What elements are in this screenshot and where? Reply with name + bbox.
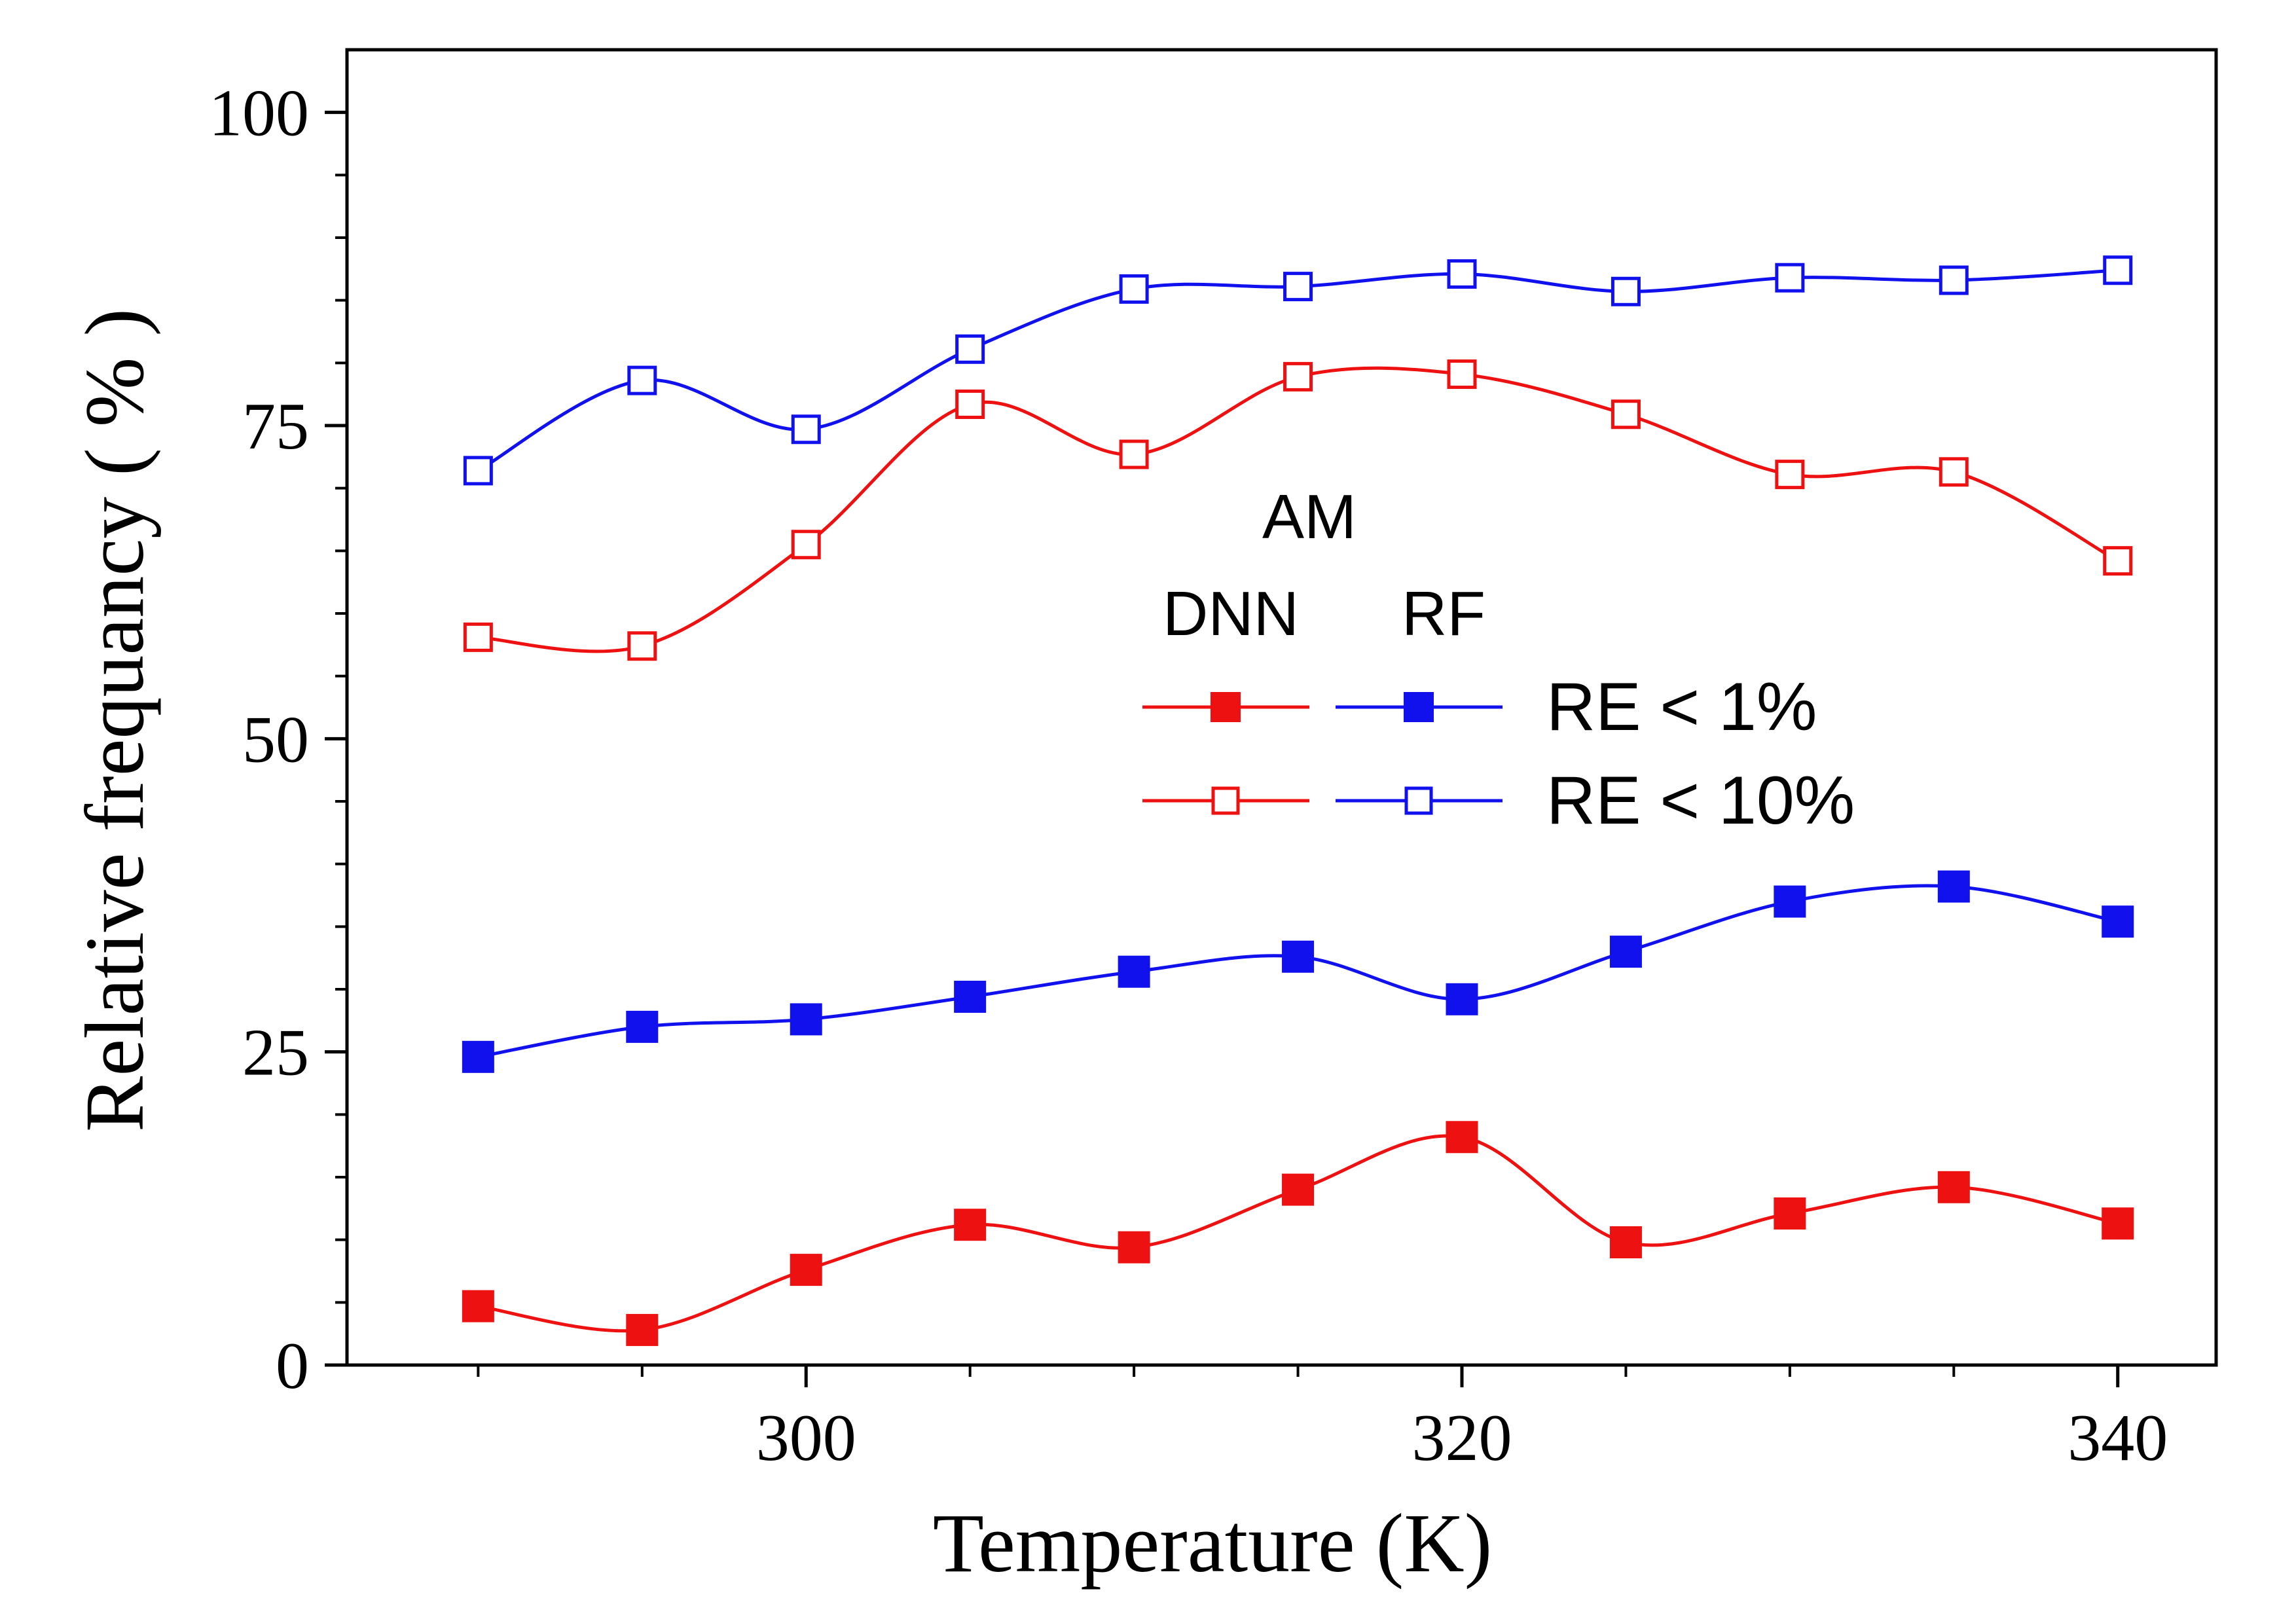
legend: AM DNN RF RE < 1% RE < 10% <box>1142 482 1855 839</box>
series-dnn-re1-point <box>462 1290 494 1322</box>
series-rf-re10-point <box>463 456 493 486</box>
series-rf-re10-point <box>1119 274 1149 304</box>
y-tick-label: 50 <box>242 702 309 776</box>
series-rf-re10-point <box>1283 272 1313 302</box>
x-tick-label: 320 <box>1412 1401 1512 1475</box>
series-dnn-re1-point <box>1774 1197 1806 1230</box>
series-rf-re10-point <box>955 334 985 364</box>
series-rf-re1-point <box>462 1040 494 1073</box>
y-tick-label: 25 <box>242 1016 309 1090</box>
x-axis-title: Temperature (K) <box>933 1497 1493 1590</box>
x-tick-label: 300 <box>756 1401 856 1475</box>
series-dnn-re1-point <box>1937 1171 1970 1203</box>
legend-group-label-rf: RF <box>1402 579 1485 649</box>
legend-marker-rf-re1 <box>1404 692 1434 722</box>
legend-row-label-re10: RE < 10% <box>1546 763 1855 839</box>
series-rf-re1-point <box>1774 885 1806 918</box>
series-dnn-re10-point <box>1283 361 1313 392</box>
series-rf-re10-point <box>2103 255 2133 285</box>
series-dnn-re10-point <box>955 389 985 419</box>
series-rf-re10-point <box>791 414 821 445</box>
series-rf-re1-point <box>2102 905 2134 938</box>
series-dnn-re10-point <box>1775 460 1805 490</box>
y-tick-label: 100 <box>209 77 309 151</box>
series-rf-re10-line <box>476 268 2120 473</box>
legend-header: AM <box>1262 482 1357 552</box>
series-rf-re10-point <box>1447 259 1477 289</box>
series-dnn-re1-point <box>1609 1226 1642 1258</box>
ticks-layer: 300 320 340 0 25 50 75 100 <box>209 77 2168 1475</box>
series-dnn-re1-point <box>1118 1231 1150 1264</box>
y-tick-label: 75 <box>242 390 309 464</box>
series-rf-re1-point <box>1118 955 1150 988</box>
series-rf-re1-point <box>626 1010 659 1043</box>
legend-row-label-re1: RE < 1% <box>1546 669 1817 745</box>
series-rf-re1-point <box>954 980 987 1013</box>
series-dnn-re10-point <box>1447 359 1477 390</box>
series-dnn-re1-point <box>2102 1207 2134 1240</box>
y-tick-label: 0 <box>276 1329 309 1403</box>
series-dnn-re10-point <box>627 631 657 661</box>
series-rf-re1-point <box>790 1003 822 1036</box>
series-layer <box>462 255 2134 1346</box>
x-tick-label: 340 <box>2068 1401 2168 1475</box>
axes-layer <box>345 48 2218 1367</box>
series-rf-re10-point <box>627 365 657 395</box>
series-rf-re1-point <box>1282 940 1315 973</box>
series-dnn-re10-point <box>1119 439 1149 469</box>
legend-marker-dnn-re10 <box>1211 786 1240 815</box>
legend-marker-rf-re10 <box>1404 786 1433 815</box>
series-rf-re1-point <box>1609 936 1642 968</box>
series-dnn-re1-point <box>626 1313 659 1346</box>
plot-frame <box>345 48 2218 1367</box>
series-rf-re10-point <box>1611 276 1641 306</box>
series-rf-re10-point <box>1775 263 1805 293</box>
series-dnn-re10-point <box>463 622 493 652</box>
series-rf-re10-point <box>1939 265 1969 295</box>
series-dnn-re1-point <box>790 1254 822 1286</box>
series-dnn-re1-point <box>1282 1173 1315 1206</box>
y-axis-title: Relative frequancy ( % ) <box>68 308 161 1132</box>
series-dnn-re10-point <box>1939 457 1969 487</box>
series-dnn-re10-line <box>476 366 2120 653</box>
legend-group-label-dnn: DNN <box>1163 579 1299 649</box>
legend-marker-dnn-re1 <box>1211 692 1241 722</box>
series-dnn-re10-point <box>2103 546 2133 576</box>
series-dnn-re1-point <box>1446 1121 1478 1154</box>
series-dnn-re10-point <box>791 530 821 560</box>
series-dnn-re1-point <box>954 1209 987 1241</box>
series-rf-re1-point <box>1937 870 1970 903</box>
series-dnn-re10-point <box>1611 399 1641 429</box>
series-rf-re1-point <box>1446 983 1478 1015</box>
